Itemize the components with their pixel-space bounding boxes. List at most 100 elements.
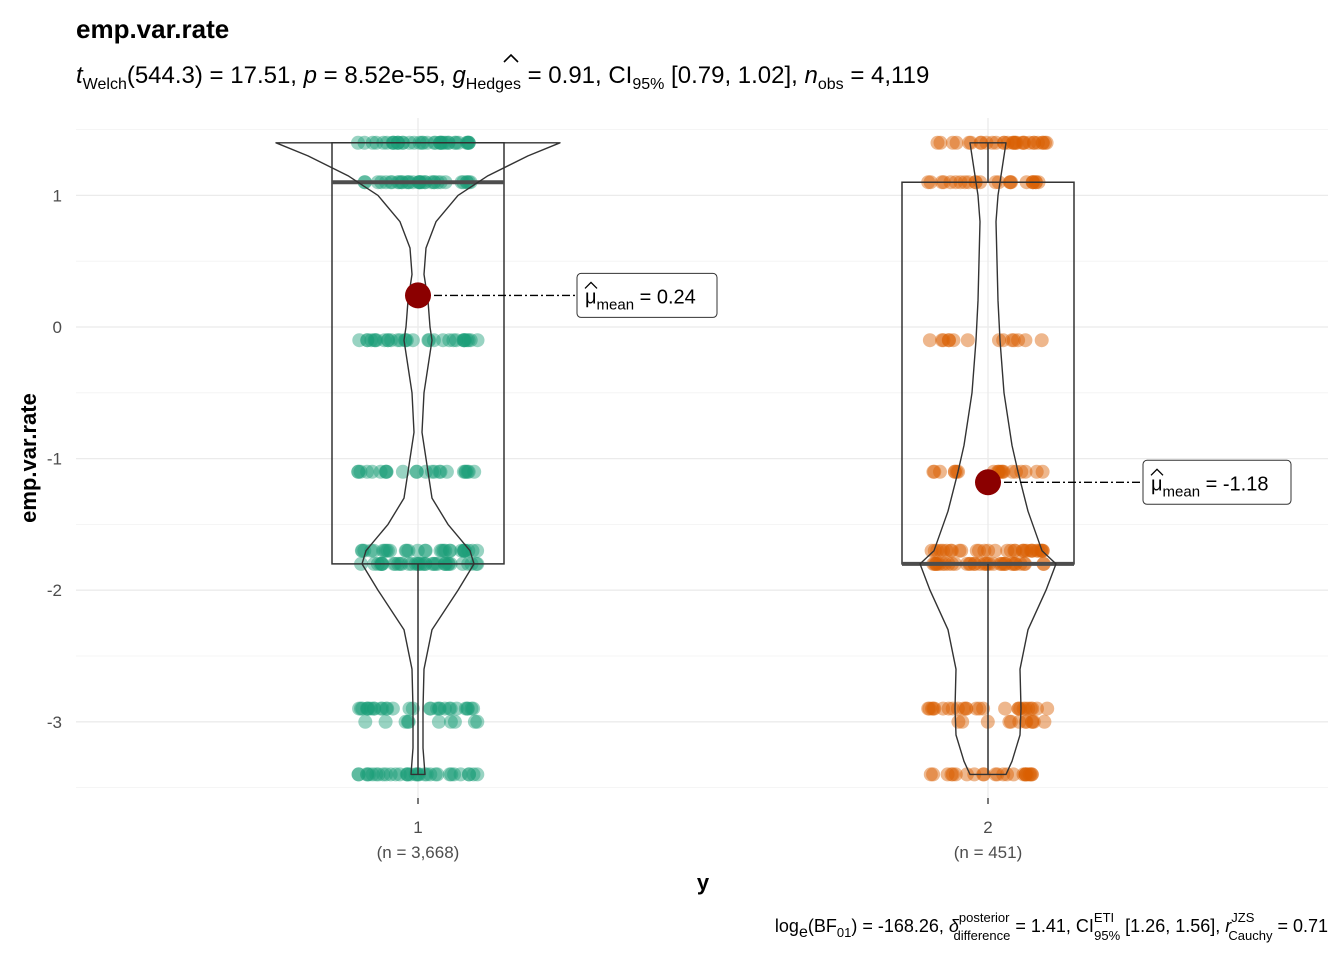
data-point — [373, 464, 388, 479]
chart-subtitle: tWelch(544.3) = 17.51, p = 8.52e-55, gHe… — [76, 62, 929, 93]
data-point — [977, 543, 992, 558]
data-point — [383, 543, 397, 558]
data-point — [360, 767, 375, 782]
data-point — [367, 333, 382, 348]
mean-label-box — [1142, 459, 1292, 505]
data-point — [1011, 333, 1026, 348]
caption-ci-sub: 95% — [1094, 928, 1120, 943]
data-point — [1025, 714, 1039, 729]
data-point — [449, 333, 464, 348]
data-point — [385, 701, 400, 716]
data-point — [1002, 714, 1017, 729]
data-point — [1000, 135, 1015, 150]
data-point — [456, 464, 471, 479]
data-point — [1008, 543, 1023, 558]
data-point — [927, 464, 942, 479]
data-point — [362, 767, 376, 782]
data-point — [357, 543, 372, 558]
data-point — [464, 701, 479, 716]
subtitle-stat: = 17.51, — [203, 62, 304, 89]
data-point — [361, 701, 376, 716]
data-point — [1021, 701, 1036, 716]
data-point — [364, 701, 378, 716]
data-point — [376, 543, 391, 558]
data-point — [922, 333, 937, 348]
data-point — [398, 333, 413, 348]
data-point — [398, 333, 412, 348]
data-point — [459, 464, 473, 479]
data-point — [1008, 135, 1023, 150]
mean-point — [975, 469, 1001, 496]
data-point — [1022, 135, 1037, 150]
data-point — [458, 701, 473, 716]
data-point — [366, 543, 381, 558]
data-point — [1019, 543, 1034, 558]
data-point — [449, 701, 464, 716]
data-point — [1039, 135, 1054, 150]
data-point — [423, 701, 438, 716]
data-point — [371, 767, 386, 782]
data-point — [422, 333, 437, 348]
data-point — [461, 543, 476, 558]
caption-ci-sup: ETI — [1094, 910, 1114, 925]
subtitle-es-sub: Hedges — [466, 76, 521, 93]
data-point — [379, 543, 394, 558]
data-point — [1016, 135, 1031, 150]
data-point — [401, 714, 415, 729]
data-point — [398, 543, 413, 558]
data-point — [418, 543, 433, 558]
data-point — [1025, 543, 1039, 558]
data-point — [431, 714, 446, 729]
caption-delta-sub: difference — [953, 928, 1010, 943]
data-point — [1030, 135, 1045, 150]
data-point — [933, 543, 948, 558]
data-point — [1026, 714, 1041, 729]
data-point — [427, 464, 442, 479]
data-point — [360, 701, 374, 716]
data-point — [433, 464, 448, 479]
data-point — [1025, 714, 1040, 729]
data-point — [360, 464, 375, 479]
data-point — [439, 464, 454, 479]
data-point — [930, 135, 945, 150]
data-point — [351, 767, 366, 782]
data-point — [933, 464, 947, 479]
violin — [919, 142, 1057, 776]
data-point — [458, 464, 473, 479]
data-point — [1030, 701, 1044, 716]
caption-bf-val: ) = -168.26, — [851, 916, 949, 936]
data-point — [945, 767, 960, 782]
data-point — [1015, 543, 1030, 558]
data-point — [377, 333, 392, 348]
data-point — [1023, 701, 1038, 716]
data-point — [1018, 701, 1033, 716]
x-tick-label: 1 — [413, 818, 422, 837]
data-point — [1024, 767, 1039, 782]
mean-label: μmean = -1.18 — [1151, 473, 1268, 500]
data-point — [352, 333, 367, 348]
data-point — [992, 333, 1006, 348]
subtitle-n-val: = 4,119 — [844, 62, 930, 89]
x-tick-n-label: (n = 451) — [954, 843, 1023, 862]
data-point — [927, 701, 942, 716]
data-point — [364, 333, 379, 348]
data-point — [456, 333, 471, 348]
y-axis-title: emp.var.rate — [16, 393, 41, 523]
data-point — [1005, 333, 1019, 348]
data-point — [1018, 333, 1033, 348]
data-point — [436, 333, 450, 348]
data-point — [460, 701, 475, 716]
data-point — [1003, 543, 1018, 558]
x-tick-label: 2 — [983, 818, 992, 837]
data-point — [943, 543, 958, 558]
data-point — [933, 135, 948, 150]
data-point — [1027, 135, 1042, 150]
caption-r-sub: Cauchy — [1228, 928, 1273, 943]
data-point — [949, 464, 964, 479]
data-point — [367, 701, 382, 716]
data-point — [369, 767, 384, 782]
data-point — [959, 701, 974, 716]
data-point — [379, 701, 394, 716]
data-point — [399, 543, 414, 558]
data-point — [383, 767, 398, 782]
